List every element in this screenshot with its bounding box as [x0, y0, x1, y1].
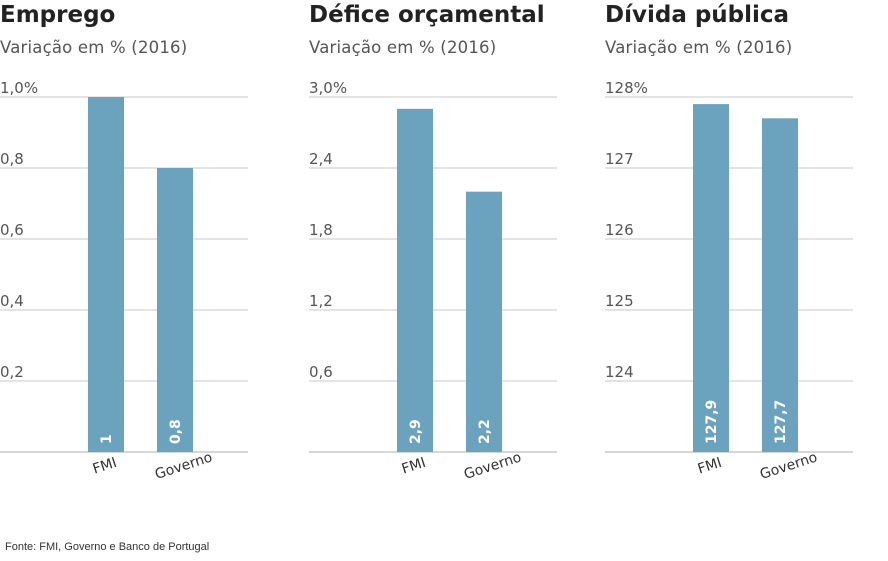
- chart-title: Dívida pública: [605, 2, 790, 28]
- bar-value-label: 127,7: [773, 400, 789, 444]
- y-tick-label: 1,8: [309, 221, 333, 239]
- bar-value-label: 0,8: [168, 419, 184, 444]
- chart-subtitle: Variação em % (2016): [0, 38, 188, 57]
- y-tick-label: 0,8: [0, 150, 24, 168]
- category-label: FMI: [400, 455, 428, 478]
- bar-value-label: 127,9: [704, 400, 720, 444]
- chart-plot: 0,6 1,2 1,8 2,4 3,0% 2,9 FMI 2,2 Governo: [309, 79, 557, 483]
- bar-value-label: 1: [99, 434, 115, 444]
- y-tick-label: 0,2: [0, 363, 24, 381]
- bar-governo: [762, 118, 798, 453]
- y-tick-label: 2,4: [309, 150, 333, 168]
- bar-value-label: 2,9: [408, 419, 424, 444]
- chart-panel-emprego: Emprego Variação em % (2016) 0,2 0,4 0,6 0,…: [0, 0, 260, 520]
- chart-plot: 0,2 0,4 0,6 0,8 1,0% 1 FMI 0,8 Governo: [0, 79, 248, 483]
- y-tick-label: 0,6: [0, 221, 24, 239]
- category-label: Governo: [758, 449, 819, 483]
- chart-title: Défice orçamental: [309, 2, 545, 28]
- y-tick-label: 1,2: [309, 292, 333, 310]
- chart-subtitle: Variação em % (2016): [309, 38, 497, 57]
- category-label: Governo: [153, 449, 214, 483]
- category-label: FMI: [91, 455, 119, 478]
- y-tick-label: 0,6: [309, 363, 333, 381]
- bar-governo: [157, 168, 193, 452]
- chart-panel-defice: Défice orçamental Variação em % (2016) 0…: [309, 0, 569, 520]
- source-note: Fonte: FMI, Governo e Banco de Portugal: [5, 541, 210, 553]
- category-label: FMI: [696, 455, 724, 478]
- chart-panel-divida: Dívida pública Variação em % (2016) 124 1…: [605, 0, 865, 520]
- y-tick-label: 125: [605, 292, 634, 310]
- bar-value-label: 2,2: [477, 419, 493, 444]
- category-label: Governo: [462, 449, 523, 483]
- chart-plot: 124 125 126 127 128% 127,9 FMI 127,7 Governo: [605, 79, 853, 483]
- bar-fmi: [88, 97, 124, 452]
- chart-title: Emprego: [0, 2, 116, 28]
- y-tick-label: 1,0%: [0, 79, 38, 97]
- y-tick-label: 3,0%: [309, 79, 347, 97]
- y-tick-label: 127: [605, 150, 634, 168]
- y-tick-label: 0,4: [0, 292, 24, 310]
- y-tick-label: 124: [605, 363, 634, 381]
- bar-fmi: [693, 104, 729, 452]
- y-tick-label: 126: [605, 221, 634, 239]
- bar-governo: [466, 191, 502, 452]
- bar-fmi: [397, 108, 433, 452]
- chart-subtitle: Variação em % (2016): [605, 38, 793, 57]
- y-tick-label: 128%: [605, 79, 648, 97]
